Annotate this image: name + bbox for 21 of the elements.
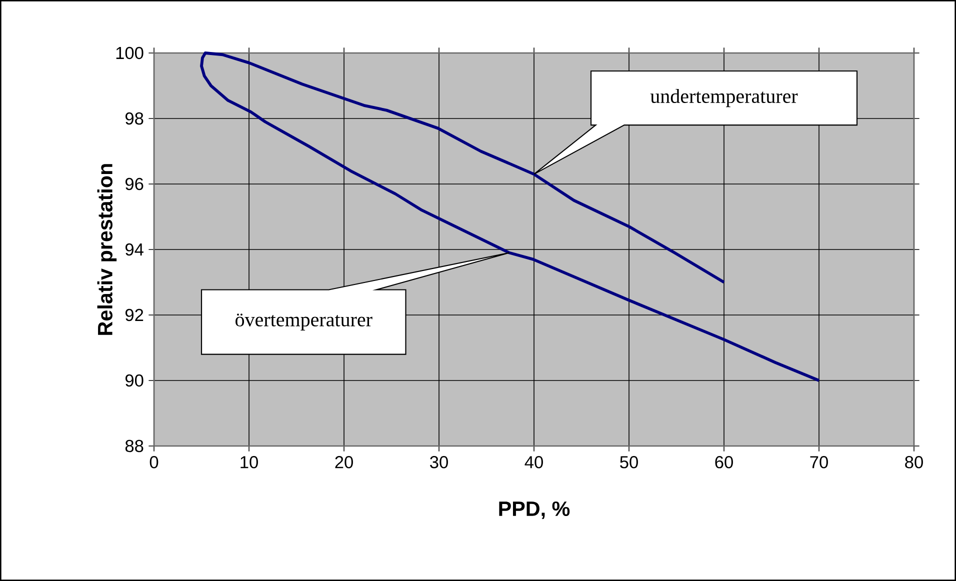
x-tick-label: 80 bbox=[905, 456, 923, 468]
x-axis-title: PPD, % bbox=[499, 501, 570, 520]
y-tick-label: 92 bbox=[126, 308, 144, 322]
y-tick-label: 100 bbox=[116, 46, 144, 60]
y-tick-label: 90 bbox=[126, 374, 144, 387]
y-tick-label: 94 bbox=[126, 243, 144, 256]
line-series bbox=[200, 52, 820, 382]
x-tick-label: 70 bbox=[810, 456, 828, 468]
annotation: undertemperaturer bbox=[650, 88, 798, 108]
x-tick-label: 20 bbox=[335, 456, 353, 468]
x-tick-label: 40 bbox=[524, 456, 543, 468]
x-tick-label: 60 bbox=[715, 456, 733, 468]
x-tick-label: 50 bbox=[620, 456, 638, 468]
y-tick-label: 96 bbox=[126, 178, 144, 190]
y-tick-label: 88 bbox=[125, 440, 144, 452]
x-tick-label: 0 bbox=[150, 456, 158, 468]
y-axis-title: Relativ prestation bbox=[97, 164, 117, 335]
x-tick-label: 30 bbox=[430, 456, 448, 468]
annotation: övertemperaturer bbox=[236, 314, 372, 330]
y-tick-label: 98 bbox=[126, 112, 144, 125]
x-tick-label: 10 bbox=[240, 456, 258, 468]
